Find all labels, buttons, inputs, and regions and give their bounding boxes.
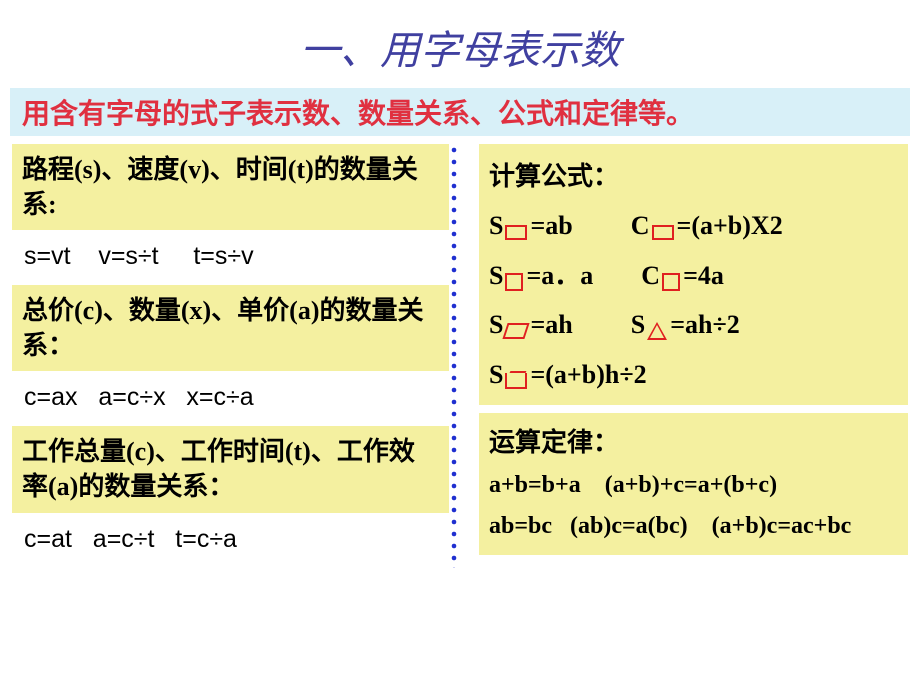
block3-formula: c=at a=c÷t t=c÷a: [12, 519, 449, 568]
page-title: 一、用字母表示数: [0, 0, 920, 84]
trapezoid-icon: [505, 373, 527, 389]
f-r1b: C: [631, 211, 650, 240]
f-r3b: S: [631, 310, 645, 339]
f-r1a2: =ab: [530, 211, 572, 240]
formula-row-2: S =a．a C =4a: [489, 251, 898, 300]
laws-box: 运算定律： a+b=b+a (a+b)+c=a+(b+c) ab=bc (ab)…: [479, 413, 908, 555]
left-column: 路程(s)、速度(v)、时间(t)的数量关系: s=vt v=s÷t t=s÷v…: [12, 144, 449, 568]
block2-heading: 总价(c)、数量(x)、单价(a)的数量关系：: [12, 285, 449, 371]
parallelogram-icon: [503, 323, 530, 339]
content-columns: 路程(s)、速度(v)、时间(t)的数量关系: s=vt v=s÷t t=s÷v…: [0, 144, 920, 568]
formulas-box: 计算公式： S =ab C =(a+b)X2 S =a．a C =4a S =ah S =ah÷2…: [479, 144, 908, 405]
block1-formula: s=vt v=s÷t t=s÷v: [12, 236, 449, 285]
f-r2b: C: [641, 261, 660, 290]
formula-row-4: S =(a+b)h÷2: [489, 350, 898, 399]
laws-heading: 运算定律：: [489, 421, 898, 465]
block1-heading: 路程(s)、速度(v)、时间(t)的数量关系:: [12, 144, 449, 230]
square-icon: [505, 273, 523, 291]
rect-icon: [652, 225, 674, 240]
f-r1a: S: [489, 211, 503, 240]
f-r1b2: =(a+b)X2: [677, 211, 783, 240]
rect-icon: [505, 225, 527, 240]
block3-heading: 工作总量(c)、工作时间(t)、工作效率(a)的数量关系：: [12, 426, 449, 512]
triangle-icon: [647, 322, 667, 340]
formula-row-3: S =ah S =ah÷2: [489, 300, 898, 349]
square-icon: [662, 273, 680, 291]
f-r3b2: =ah÷2: [670, 310, 740, 339]
right-column: 计算公式： S =ab C =(a+b)X2 S =a．a C =4a S =ah S =ah÷2…: [459, 144, 908, 568]
law-line-1: a+b=b+a (a+b)+c=a+(b+c): [489, 465, 898, 506]
formula-row-1: S =ab C =(a+b)X2: [489, 201, 898, 250]
f-r3a2: =ah: [530, 310, 572, 339]
law-line-2: ab=bc (ab)c=a(bc) (a+b)c=ac+bc: [489, 506, 898, 547]
f-r2b2: =4a: [683, 261, 724, 290]
column-divider: [451, 144, 457, 568]
f-r2a: S: [489, 261, 503, 290]
block2-formula: c=ax a=c÷x x=c÷a: [12, 377, 449, 426]
f-r4a2: =(a+b)h÷2: [530, 360, 646, 389]
f-r4a: S: [489, 360, 503, 389]
formulas-heading: 计算公式：: [489, 152, 898, 201]
subtitle-band: 用含有字母的式子表示数、数量关系、公式和定律等。: [10, 88, 910, 136]
f-r3a: S: [489, 310, 503, 339]
f-r2a2: =a．a: [526, 261, 593, 290]
